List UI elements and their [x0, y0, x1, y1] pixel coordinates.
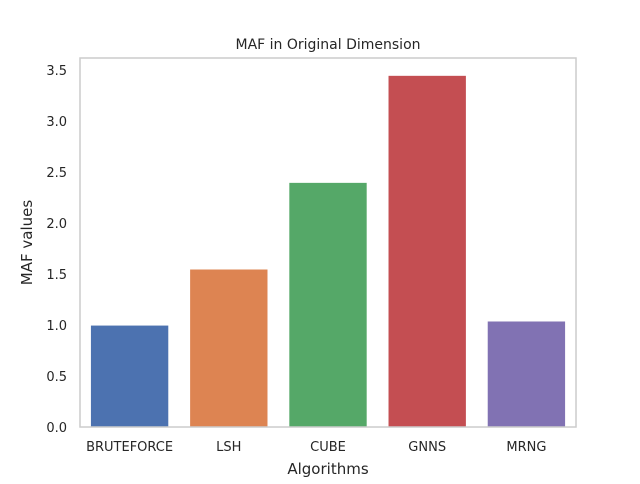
x-tick-label-lsh: LSH — [216, 440, 241, 455]
bars-group — [89, 74, 567, 428]
y-tick-label-3-5: 3.5 — [46, 64, 67, 79]
x-tick-label-gnns: GNNS — [408, 440, 446, 455]
y-tick-label-3-0: 3.0 — [46, 115, 67, 130]
y-tick-label-2-5: 2.5 — [46, 166, 67, 181]
bar-bruteforce — [89, 324, 170, 428]
x-tick-label-mrng: MRNG — [506, 440, 546, 455]
bar-lsh — [189, 268, 269, 428]
bar-cube — [288, 181, 368, 428]
y-tick-label-1-0: 1.0 — [46, 319, 67, 334]
y-axis-label: MAF values — [18, 200, 36, 286]
x-axis-label: Algorithms — [287, 460, 368, 478]
x-tick-label-bruteforce: BRUTEFORCE — [86, 440, 173, 455]
y-tick-label-2-0: 2.0 — [46, 217, 67, 232]
y-tick-label-1-5: 1.5 — [46, 268, 67, 283]
y-axis-ticks: 0.0 0.5 1.0 1.5 2.0 2.5 3.0 3.5 — [46, 64, 67, 436]
chart-title: MAF in Original Dimension — [235, 37, 420, 53]
y-tick-label-0-0: 0.0 — [46, 421, 67, 436]
y-tick-label-0-5: 0.5 — [46, 370, 67, 385]
x-tick-label-cube: CUBE — [310, 440, 346, 455]
x-axis-ticks: BRUTEFORCE LSH CUBE GNNS MRNG — [86, 440, 546, 455]
bar-mrng — [486, 320, 567, 428]
bar-gnns — [387, 74, 467, 428]
plot-frame — [79, 57, 577, 428]
